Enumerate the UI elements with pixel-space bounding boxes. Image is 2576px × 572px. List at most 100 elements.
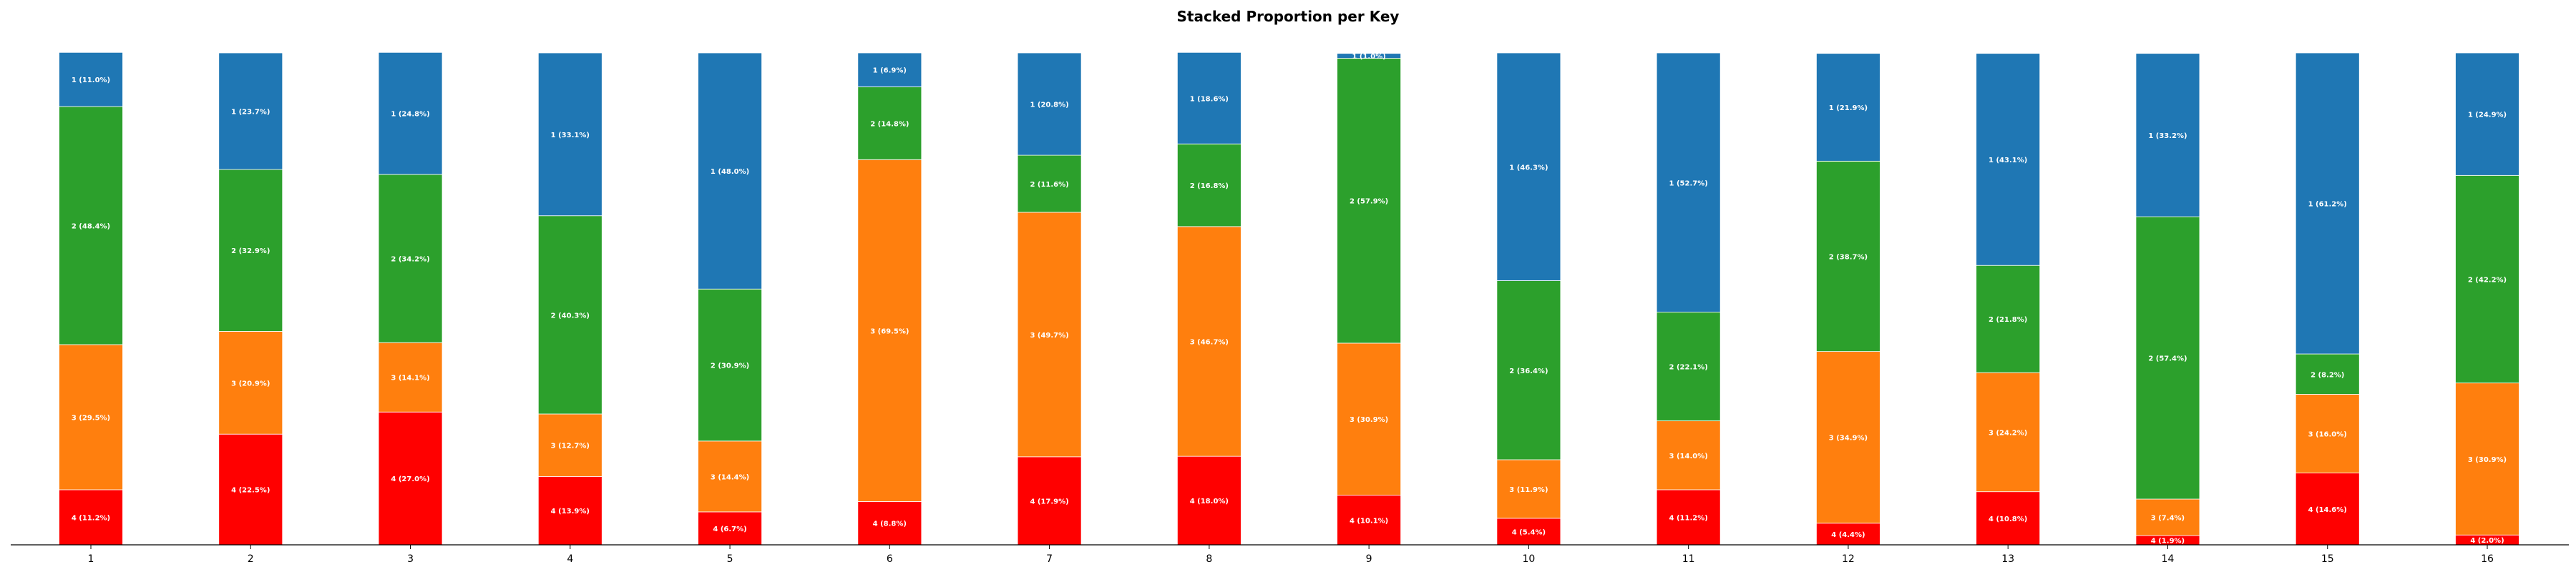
segment-label-16-1: 1 (24.9%) bbox=[2468, 112, 2507, 119]
segment-label-15-4: 4 (14.6%) bbox=[2308, 506, 2347, 514]
bar-segment-8-4 bbox=[1176, 455, 1241, 546]
bar-segment-9-4 bbox=[1337, 495, 1402, 546]
segment-label-9-2: 2 (57.9%) bbox=[1350, 198, 1388, 206]
segment-label-1-1: 1 (11.0%) bbox=[72, 77, 110, 84]
segment-label-8-3: 3 (46.7%) bbox=[1190, 339, 1229, 347]
bar-segment-12-4 bbox=[1816, 523, 1880, 546]
segment-label-2-4: 4 (22.5%) bbox=[231, 487, 270, 495]
segment-label-16-2: 2 (42.2%) bbox=[2468, 276, 2507, 284]
segment-label-10-3: 3 (11.9%) bbox=[1509, 486, 1548, 494]
segment-label-3-1: 1 (24.8%) bbox=[391, 111, 429, 119]
segment-label-13-1: 1 (43.1%) bbox=[1989, 157, 2027, 164]
x-tick-label-1: 1 bbox=[88, 553, 94, 565]
segment-label-7-1: 1 (20.8%) bbox=[1030, 102, 1068, 109]
segment-label-13-2: 2 (21.8%) bbox=[1989, 316, 2027, 324]
x-tick-label-2: 2 bbox=[248, 553, 254, 565]
x-tick-label-13: 13 bbox=[2001, 553, 2014, 565]
bar-segment-6-1 bbox=[857, 52, 922, 87]
bar-segment-1-3 bbox=[59, 344, 123, 490]
segment-label-5-3: 3 (14.4%) bbox=[711, 473, 749, 481]
x-tick-label-15: 15 bbox=[2321, 553, 2334, 565]
bar-segment-7-4 bbox=[1017, 456, 1082, 546]
bar-segment-14-3 bbox=[2135, 498, 2200, 536]
segment-label-10-2: 2 (36.4%) bbox=[1509, 368, 1548, 375]
segment-label-11-2: 2 (22.1%) bbox=[1669, 364, 1708, 372]
bar-segment-9-3 bbox=[1337, 342, 1402, 495]
bar-segment-3-2 bbox=[378, 174, 443, 343]
segment-label-15-1: 1 (61.2%) bbox=[2308, 201, 2347, 209]
x-tick-label-5: 5 bbox=[727, 553, 733, 565]
bar-segment-13-1 bbox=[1976, 53, 2041, 266]
bar-segment-3-3 bbox=[378, 342, 443, 413]
segment-label-15-3: 3 (16.0%) bbox=[2308, 431, 2347, 439]
x-tick-label-11: 11 bbox=[1682, 553, 1695, 565]
x-tick-label-9: 9 bbox=[1366, 553, 1372, 565]
segment-label-7-2: 2 (11.6%) bbox=[1030, 181, 1068, 189]
x-tick-label-14: 14 bbox=[2162, 553, 2175, 565]
segment-label-2-2: 2 (32.9%) bbox=[231, 247, 270, 255]
segment-label-9-4: 4 (10.1%) bbox=[1350, 517, 1388, 525]
bar-segment-2-4 bbox=[218, 433, 283, 546]
segment-label-8-1: 1 (18.6%) bbox=[1190, 95, 1229, 103]
segment-label-14-2: 2 (57.4%) bbox=[2148, 355, 2187, 363]
segment-label-3-2: 2 (34.2%) bbox=[391, 256, 429, 264]
bar-segment-11-4 bbox=[1656, 489, 1721, 546]
bar-segment-4-2 bbox=[537, 215, 602, 415]
segment-label-5-4: 4 (6.7%) bbox=[713, 526, 746, 533]
segment-label-5-1: 1 (48.0%) bbox=[711, 168, 749, 176]
bar-segment-13-2 bbox=[1976, 265, 2041, 373]
segment-label-6-1: 1 (6.9%) bbox=[873, 67, 907, 75]
segment-label-7-4: 4 (17.9%) bbox=[1030, 498, 1068, 506]
bar-segment-10-4 bbox=[1496, 518, 1561, 546]
segment-label-10-4: 4 (5.4%) bbox=[1512, 528, 1546, 536]
bar-segment-2-2 bbox=[218, 169, 283, 332]
x-tick-label-3: 3 bbox=[407, 553, 414, 565]
x-axis: 1 2 3 4 5 6 7 8 9 10 11 12 13 14 15 16 bbox=[11, 544, 2569, 565]
bar-segment-15-1 bbox=[2295, 52, 2360, 355]
x-tick-label-6: 6 bbox=[887, 553, 893, 565]
bar-segment-6-2 bbox=[857, 87, 922, 160]
segment-label-11-1: 1 (52.7%) bbox=[1669, 179, 1708, 187]
bar-segment-5-1 bbox=[698, 52, 762, 290]
segment-label-1-4: 4 (11.2%) bbox=[72, 514, 110, 522]
bar-segment-4-1 bbox=[537, 52, 602, 217]
chart-title: Stacked Proportion per Key bbox=[1177, 8, 1400, 25]
bar-segment-8-1 bbox=[1176, 51, 1241, 144]
x-tick-label-4: 4 bbox=[567, 553, 573, 565]
bar-segment-6-4 bbox=[857, 501, 922, 546]
segment-label-12-1: 1 (21.9%) bbox=[1829, 104, 1868, 112]
segment-label-10-1: 1 (46.3%) bbox=[1509, 164, 1548, 172]
x-tick-label-12: 12 bbox=[1842, 553, 1855, 565]
segment-label-1-3: 3 (29.5%) bbox=[72, 414, 110, 422]
segment-label-16-3: 3 (30.9%) bbox=[2468, 456, 2507, 464]
bar-segment-14-2 bbox=[2135, 216, 2200, 500]
segment-label-14-3: 3 (7.4%) bbox=[2151, 514, 2185, 522]
segment-label-16-4: 4 (2.0%) bbox=[2470, 537, 2504, 545]
bar-segment-12-2 bbox=[1816, 160, 1880, 352]
segment-label-8-4: 4 (18.0%) bbox=[1190, 498, 1229, 506]
segment-label-13-4: 4 (10.8%) bbox=[1989, 516, 2027, 523]
segment-label-2-3: 3 (20.9%) bbox=[231, 380, 270, 388]
segment-label-15-2: 2 (8.2%) bbox=[2311, 371, 2344, 379]
bar-segment-9-2 bbox=[1337, 58, 1402, 344]
segment-labels-layer: 4 (11.2%) 3 (29.5%) 2 (48.4%) 1 (11.0%) 4 (2… bbox=[72, 53, 2507, 545]
segment-label-4-2: 2 (40.3%) bbox=[551, 312, 590, 320]
bar-segment-11-1 bbox=[1656, 52, 1721, 312]
bar-segment-12-3 bbox=[1816, 351, 1880, 524]
segment-label-5-2: 2 (30.9%) bbox=[711, 363, 749, 370]
bar-segment-16-2 bbox=[2455, 174, 2519, 384]
bar-segment-1-1 bbox=[59, 51, 123, 107]
segment-label-14-4: 4 (1.9%) bbox=[2151, 537, 2185, 545]
segment-label-13-3: 3 (24.2%) bbox=[1989, 429, 2027, 437]
bar-segment-10-1 bbox=[1496, 52, 1561, 281]
bar-segment-16-3 bbox=[2455, 383, 2519, 536]
bar-segment-10-2 bbox=[1496, 280, 1561, 460]
bar-segment-2-3 bbox=[218, 331, 283, 435]
bar-segment-2-1 bbox=[218, 52, 283, 170]
x-tick-label-10: 10 bbox=[1522, 553, 1535, 565]
bar-segment-3-1 bbox=[378, 51, 443, 175]
bar-segment-4-4 bbox=[537, 475, 602, 546]
segment-label-1-2: 2 (48.4%) bbox=[72, 222, 110, 230]
